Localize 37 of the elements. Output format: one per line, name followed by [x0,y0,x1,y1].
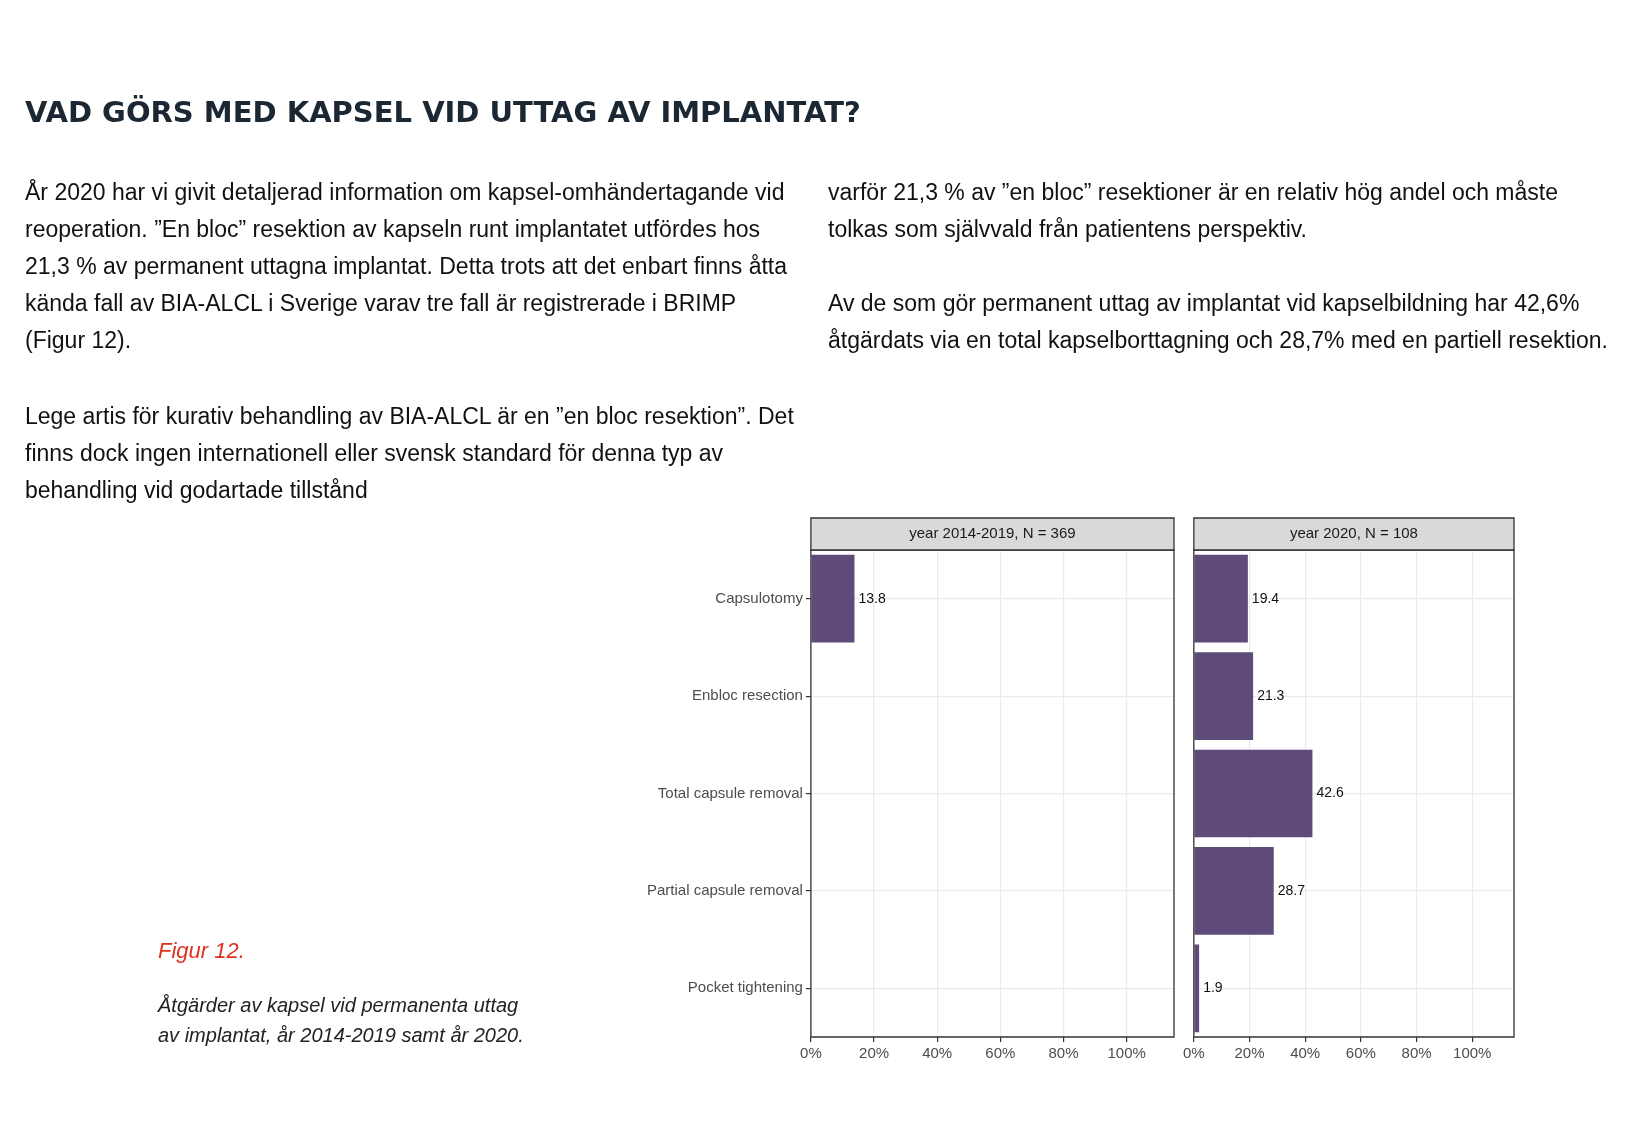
x-tick-label: 0% [1183,1044,1205,1062]
x-tick-label: 100% [1453,1044,1492,1062]
y-tick-label: Total capsule removal [657,783,803,801]
data-label: 42.6 [1316,784,1344,801]
data-label: 28.7 [1277,881,1306,898]
text: Lege artis för kurativ behandling av BIA-ALCL är en ”en bloc resektion”. Det finns dock ingen internationell eller svensk standard för denna typ av behandling vid godartade tillstånd [25,402,795,505]
x-tick-label: 80% [1048,1044,1079,1062]
x-tick-label: 60% [985,1044,1016,1062]
text: År 2020 har vi givit detaljerad information om kapsel-omhändertagande vid reoperation. ”En bloc” resektion av kapseln runt implantatet utfördes hos 21,3 % av permanent uttagna implantat. Detta trots att det enbart finns åtta kända fall av BIA-ALCL i Sverige varav tre fall är registrerade i BRIMP (Figur 12). [25,178,788,355]
bar [1194,944,1200,1033]
data-label: 1.9 [1203,979,1223,996]
x-tick-label: 40% [922,1044,953,1062]
bar [1194,652,1254,740]
x-tick-label: 0% [800,1044,822,1062]
data-label: 19.4 [1251,589,1280,606]
y-tick-label: Pocket tightening [687,978,803,996]
chart-title: year 2014-2019, N = 369 [909,524,1076,542]
text: Åtgärder av kapsel vid permanenta uttag av implantat, år 2014-2019 samt år 2020. [158,993,525,1048]
x-tick-label: 100% [1107,1044,1146,1062]
data-label: 21.3 [1257,686,1285,703]
y-tick-label: Capsulotomy [715,588,804,606]
x-tick-label: 40% [1290,1044,1321,1062]
bar [1194,749,1313,838]
chart-title: year 2020, N = 108 [1289,524,1418,542]
y-tick-label: Partial capsule removal [647,881,803,899]
x-tick-label: 60% [1345,1044,1376,1062]
y-tick-label: Enbloc resection [692,686,803,704]
data-label: 13.8 [858,589,886,606]
text: VAD GÖRS MED KAPSEL VID UTTAG AV IMPLANTAT? [25,95,862,129]
bar [1194,847,1274,935]
text: varför 21,3 % av ”en bloc” resektioner är en relativ hög andel och måste tolkas som självvald från patientens perspektiv. [828,178,1559,244]
text: Av de som gör permanent uttag av implantat vid kapselbildning har 42,6% åtgärdats via en total kapselborttagning och 28,7% med en partiell resektion. [828,289,1608,355]
text: Figur 12. [158,938,246,964]
bar [1194,554,1248,643]
x-tick-label: 80% [1401,1044,1432,1062]
x-tick-label: 20% [859,1044,890,1062]
x-tick-label: 20% [1234,1044,1265,1062]
